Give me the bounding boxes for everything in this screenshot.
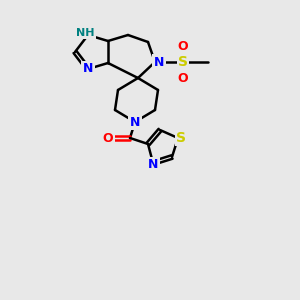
- Text: N: N: [148, 158, 158, 172]
- Text: NH: NH: [76, 28, 94, 38]
- Text: N: N: [154, 56, 164, 68]
- Text: O: O: [178, 71, 188, 85]
- Text: O: O: [178, 40, 188, 52]
- Text: N: N: [83, 62, 93, 76]
- Text: S: S: [178, 55, 188, 69]
- Text: N: N: [130, 116, 140, 128]
- Text: O: O: [103, 131, 113, 145]
- Text: S: S: [176, 131, 186, 145]
